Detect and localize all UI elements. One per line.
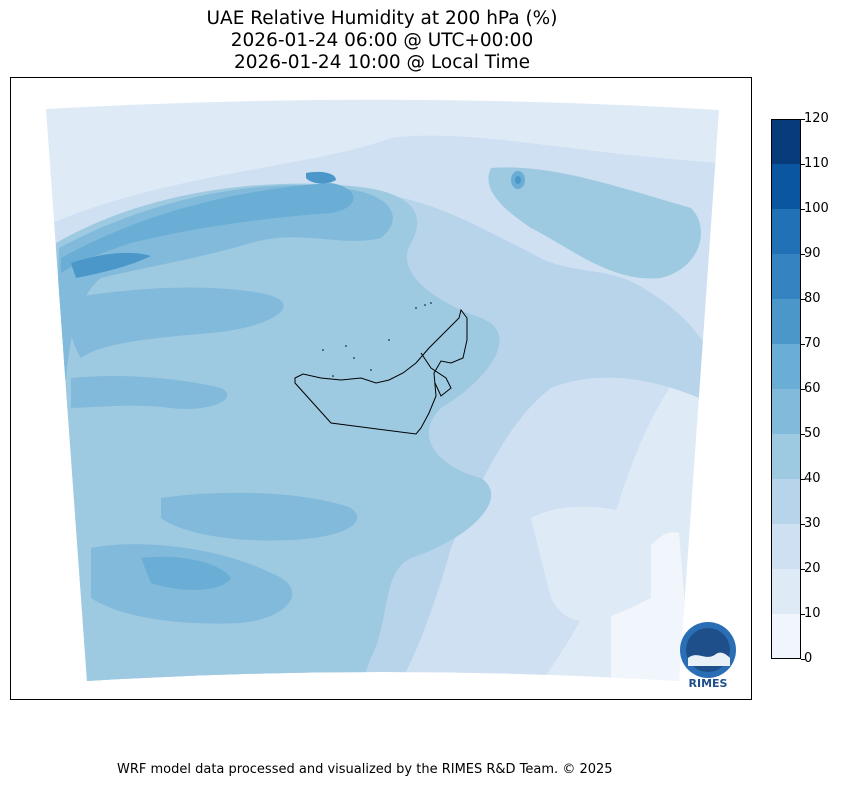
colorbar-tick-label: 100 — [804, 201, 829, 216]
colorbar-segment — [771, 209, 801, 254]
colorbar-tick-label: 40 — [804, 471, 821, 486]
rh-70-80-small-patch — [306, 171, 336, 184]
colorbar-tick-label: 80 — [804, 291, 821, 306]
rh-50-60-south-patch — [161, 492, 358, 541]
colorbar-tick-label: 110 — [804, 156, 829, 171]
rh-70-80-patch — [71, 252, 151, 278]
colorbar-segment — [771, 299, 801, 344]
colorbar-tick-label: 50 — [804, 426, 821, 441]
colorbar-tick-mark — [801, 163, 805, 165]
colorbar-tick-mark — [801, 343, 805, 345]
colorbar-tick-mark — [801, 433, 805, 435]
map-title-line3: 2026-01-24 10:00 @ Local Time — [233, 52, 531, 73]
colorbar-tick-mark — [801, 118, 805, 120]
colorbar-tick-label: 20 — [804, 561, 821, 576]
colorbar-tick-label: 30 — [804, 516, 821, 531]
colorbar-tick-mark — [801, 253, 805, 255]
colorbar-tick-label: 90 — [804, 246, 821, 261]
colorbar-segment — [771, 344, 801, 389]
map-title-line2: 2026-01-24 06:00 @ UTC+00:00 — [230, 30, 534, 51]
rh-50-60-patch — [71, 376, 228, 409]
colorbar-tick-mark — [801, 388, 805, 390]
colorbar-segment — [771, 164, 801, 209]
rh-50-60-west-patch — [69, 287, 284, 358]
colorbar-tick-mark — [801, 613, 805, 615]
colorbar-tick-mark — [801, 478, 805, 480]
colorbar-segment — [771, 479, 801, 524]
rh-10-20-region — [531, 506, 651, 622]
rh-60-70-patch — [141, 556, 231, 590]
coastal-islands — [322, 302, 432, 377]
uae-border — [294, 308, 468, 435]
rh-60-70-north-band — [61, 183, 354, 273]
colorbar-segment — [771, 614, 801, 659]
rimes-logo: RIMES — [680, 622, 736, 690]
colorbar-segment — [771, 434, 801, 479]
colorbar-tick-label: 0 — [804, 651, 813, 666]
colorbar-tick-label: 60 — [804, 381, 821, 396]
rh-0-10-region — [611, 532, 691, 681]
colorbar-tick-mark — [801, 568, 805, 570]
colorbar-tick-mark — [801, 658, 805, 660]
map-title-line1: UAE Relative Humidity at 200 hPa (%) — [206, 8, 558, 29]
emirate-border — [420, 352, 452, 397]
rh-70-80-spot — [515, 176, 521, 184]
colorbar-segment — [771, 389, 801, 434]
colorbar-tick-mark — [801, 208, 805, 210]
colorbar-tick-label: 70 — [804, 336, 821, 351]
colorbar-segment — [771, 254, 801, 299]
colorbar-segment — [771, 119, 801, 164]
colorbar-tick-mark — [801, 523, 805, 525]
footer-credit: WRF model data processed and visualized … — [117, 762, 613, 777]
colorbar-segment — [771, 524, 801, 569]
colorbar-tick-label: 120 — [804, 111, 829, 126]
colorbar-segment — [771, 569, 801, 614]
logo-text: RIMES — [689, 677, 728, 690]
colorbar-tick-mark — [801, 298, 805, 300]
colorbar-tick-label: 10 — [804, 606, 821, 621]
humidity-map — [46, 99, 719, 681]
map-frame — [10, 77, 752, 700]
rh-40-50-region-north — [488, 167, 701, 279]
colorbar — [771, 119, 801, 659]
